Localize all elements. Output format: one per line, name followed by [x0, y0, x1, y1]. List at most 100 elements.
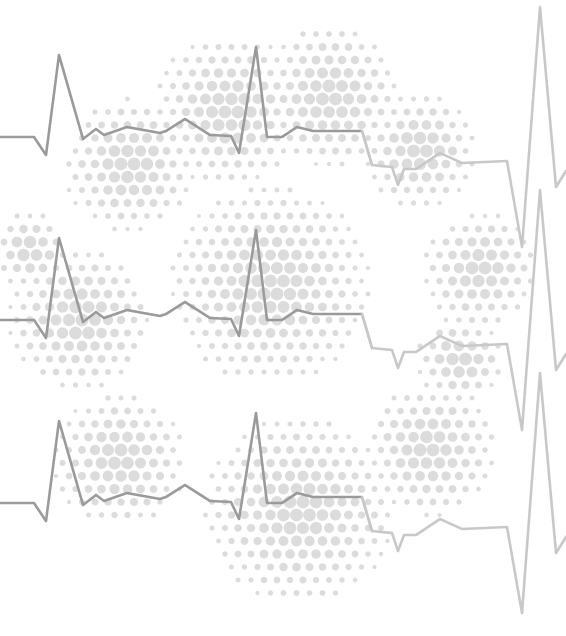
halftone-dot [66, 187, 72, 193]
halftone-dot [216, 460, 221, 466]
halftone-dot [364, 498, 372, 506]
halftone-dot [169, 186, 177, 194]
halftone-dot [221, 524, 229, 532]
halftone-dot [468, 316, 476, 324]
halftone-dot [475, 381, 482, 389]
halftone-dot [85, 408, 92, 414]
halftone-dot [398, 96, 403, 102]
halftone-dot [339, 577, 345, 583]
halftone-dot [467, 289, 477, 299]
halftone-dot [339, 213, 345, 219]
halftone-dot [489, 330, 494, 336]
halftone-dot [226, 302, 237, 312]
halftone-dot [157, 109, 163, 115]
halftone-dot [110, 302, 119, 312]
halftone-dot [384, 512, 391, 518]
halftone-dot [407, 457, 420, 469]
halftone-dot [95, 457, 108, 469]
halftone-dot [239, 249, 250, 261]
halftone-dot [219, 132, 231, 144]
halftone-dot [76, 288, 88, 300]
halftone-dot [56, 327, 69, 339]
halftone-dot [290, 275, 303, 287]
halftone-dot [189, 277, 196, 285]
halftone-dot [128, 132, 140, 144]
halftone-dot [358, 304, 365, 310]
halftone-dot [460, 249, 471, 261]
pulse-line-3-fade [360, 371, 566, 615]
halftone-dot [110, 198, 119, 208]
halftone-dot [169, 82, 177, 90]
halftone-dot [234, 56, 242, 64]
halftone-dot [364, 134, 372, 142]
halftone-dot [96, 327, 107, 339]
halftone-dot [482, 421, 488, 427]
halftone-dot [429, 264, 437, 272]
halftone-dot [228, 200, 235, 206]
halftone-dot [221, 56, 229, 64]
halftone-dot [254, 563, 261, 571]
halftone-dot [215, 486, 222, 492]
halftone-dot [266, 563, 275, 571]
halftone-dot [430, 239, 436, 245]
halftone-dot [200, 119, 211, 131]
halftone-dot [266, 458, 275, 468]
halftone-dot [337, 523, 347, 533]
halftone-dot [338, 550, 346, 558]
halftone-dot [324, 549, 334, 559]
halftone-dot [468, 420, 476, 428]
halftone-dot [287, 187, 293, 193]
halftone-dot [384, 70, 391, 76]
halftone-dot [33, 356, 40, 362]
halftone-dot [195, 264, 203, 272]
halftone-dot [323, 522, 335, 534]
halftone-dot [324, 55, 334, 65]
halftone-dot [226, 68, 237, 78]
halftone-dot [336, 106, 348, 118]
halftone-dot [408, 431, 419, 443]
halftone-dot [155, 159, 165, 169]
halftone-dot [195, 316, 203, 324]
halftone-dot [468, 446, 476, 454]
halftone-dot [97, 354, 106, 364]
halftone-dot [448, 485, 457, 493]
halftone-dot [103, 289, 113, 299]
halftone-dot [416, 186, 424, 194]
halftone-dot [345, 330, 352, 336]
halftone-dot [116, 133, 126, 143]
halftone-dot [279, 458, 288, 468]
halftone-dot [78, 368, 86, 376]
halftone-dot [117, 342, 125, 350]
halftone-dot [271, 470, 283, 482]
halftone-dot [195, 238, 203, 246]
halftone-dot [371, 148, 378, 154]
halftone-dot [495, 317, 501, 323]
halftone-dot [155, 445, 165, 455]
halftone-dot [207, 289, 217, 299]
halftone-dot [371, 434, 378, 440]
halftone-dot [267, 355, 274, 363]
halftone-dot [378, 551, 384, 557]
pulse-line-1-fade [360, 5, 566, 249]
halftone-dot [135, 432, 146, 442]
halftone-dot [332, 226, 339, 232]
halftone-dot [89, 314, 101, 326]
halftone-dot [279, 328, 288, 338]
halftone-dot [318, 302, 327, 312]
halftone-dot [310, 80, 322, 92]
halftone-dot [293, 200, 300, 206]
halftone-dot [213, 146, 224, 156]
halftone-dot [427, 158, 439, 170]
halftone-dot [281, 44, 286, 50]
halftone-dot [252, 510, 263, 520]
halftone-dot [270, 261, 284, 275]
halftone-dot [20, 303, 27, 311]
halftone-dot [136, 198, 145, 208]
halftone-dot [424, 252, 429, 258]
halftone-dot [278, 536, 289, 546]
halftone-dot [78, 264, 86, 272]
halftone-dot [344, 120, 353, 130]
halftone-dot [316, 92, 329, 106]
halftone-dot [351, 134, 359, 142]
halftone-dot [352, 239, 358, 245]
